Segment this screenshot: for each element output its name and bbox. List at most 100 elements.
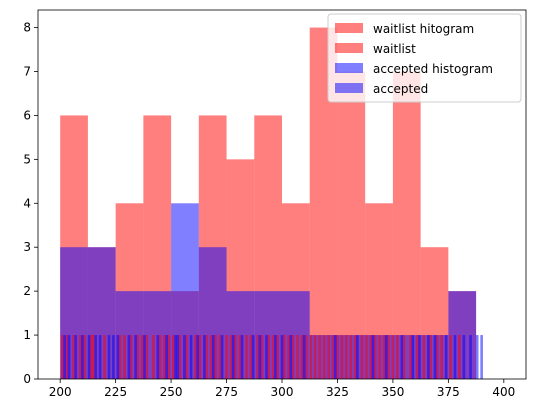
rug-mark-1-50 (336, 335, 339, 379)
legend-label-0: waitlist hitogram (373, 22, 474, 36)
rug-mark-1-49 (331, 335, 335, 379)
rug-mark-3-8 (112, 335, 115, 379)
rug-mark-1-8 (118, 335, 122, 379)
rug-mark-3-10 (127, 335, 131, 379)
rug-mark-3-30 (289, 335, 293, 379)
rug-mark-1-18 (171, 335, 175, 379)
rug-mark-1-9 (123, 335, 126, 379)
rug-mark-1-35 (267, 335, 271, 379)
rug-mark-1-41 (296, 335, 299, 379)
rug-mark-1-11 (136, 335, 140, 379)
rug-mark-3-24 (240, 335, 244, 379)
rug-mark-1-66 (415, 335, 419, 379)
hist-bar-0-10 (337, 71, 366, 379)
rug-mark-1-37 (276, 335, 279, 379)
rug-mark-1-27 (225, 335, 228, 379)
rug-mark-3-25 (251, 335, 255, 379)
legend-swatch-0 (335, 23, 363, 33)
legend-label-3: accepted (373, 82, 428, 96)
rug-mark-1-72 (458, 335, 461, 379)
rug-mark-1-69 (435, 335, 439, 379)
rug-mark-1-68 (429, 335, 432, 379)
y-tick-label-3: 3 (23, 240, 31, 254)
rug-mark-1-64 (402, 335, 406, 379)
rug-mark-3-33 (356, 335, 359, 379)
rug-mark-1-22 (198, 335, 202, 379)
rug-mark-1-29 (234, 335, 237, 379)
rug-mark-3-16 (176, 335, 180, 379)
legend-swatch-3 (335, 83, 363, 93)
rug-mark-1-70 (440, 335, 444, 379)
rug-mark-3-32 (333, 335, 337, 379)
rug-mark-3-20 (203, 335, 206, 379)
rug-mark-3-46 (480, 335, 483, 379)
x-tick-label-1: 225 (104, 385, 127, 399)
rug-mark-1-33 (256, 335, 259, 379)
rug-mark-3-6 (98, 335, 102, 379)
rug-mark-3-43 (462, 335, 466, 379)
rug-mark-1-28 (229, 335, 233, 379)
rug-mark-3-31 (302, 335, 306, 379)
rug-mark-3-0 (63, 335, 66, 379)
rug-mark-1-3 (78, 335, 82, 379)
rug-mark-3-21 (211, 335, 215, 379)
rug-mark-1-42 (300, 335, 304, 379)
rug-mark-3-5 (94, 335, 98, 379)
y-tick-label-2: 2 (23, 284, 31, 298)
rug-mark-3-4 (87, 335, 91, 379)
rug-mark-3-23 (231, 335, 235, 379)
rug-mark-1-30 (238, 335, 242, 379)
rug-mark-1-0 (61, 335, 64, 379)
legend-swatch-1 (335, 43, 363, 53)
rug-mark-1-12 (140, 335, 144, 379)
x-tick-label-2: 250 (160, 385, 183, 399)
rug-mark-1-52 (344, 335, 348, 379)
y-tick-label-8: 8 (23, 21, 31, 35)
rug-mark-1-47 (322, 335, 326, 379)
rug-mark-1-16 (163, 335, 166, 379)
rug-mark-1-19 (178, 335, 182, 379)
rug-mark-1-17 (167, 335, 171, 379)
hist-bar-2-14 (448, 291, 477, 379)
rug-mark-3-42 (453, 335, 457, 379)
y-tick-label-1: 1 (23, 328, 31, 342)
rug-mark-1-25 (214, 335, 217, 379)
rug-mark-1-31 (245, 335, 248, 379)
y-tick-label-0: 0 (23, 372, 31, 386)
rug-mark-3-17 (183, 335, 186, 379)
rug-mark-3-44 (469, 335, 472, 379)
rug-mark-1-44 (309, 335, 313, 379)
rug-mark-1-21 (194, 335, 197, 379)
rug-mark-3-26 (258, 335, 262, 379)
x-tick-label-3: 275 (215, 385, 238, 399)
rug-mark-1-71 (449, 335, 452, 379)
rug-mark-1-63 (396, 335, 399, 379)
rug-mark-3-34 (371, 335, 375, 379)
rug-mark-3-28 (274, 335, 277, 379)
rug-mark-1-45 (313, 335, 317, 379)
rug-mark-1-48 (327, 335, 330, 379)
x-tick-label-8: 400 (492, 385, 515, 399)
rug-mark-1-51 (340, 335, 344, 379)
rug-mark-1-5 (89, 335, 93, 379)
rug-mark-1-40 (291, 335, 295, 379)
rug-mark-1-53 (349, 335, 353, 379)
x-tick-label-7: 375 (437, 385, 460, 399)
rug-mark-1-32 (249, 335, 253, 379)
legend-box (327, 13, 522, 103)
rug-mark-1-23 (205, 335, 208, 379)
rug-mark-1-65 (409, 335, 412, 379)
rug-mark-3-18 (189, 335, 193, 379)
rug-mark-3-39 (427, 335, 430, 379)
rug-mark-1-56 (364, 335, 368, 379)
rug-mark-3-40 (433, 335, 437, 379)
rug-mark-3-36 (400, 335, 404, 379)
x-tick-label-4: 300 (271, 385, 294, 399)
rug-mark-3-35 (384, 335, 388, 379)
rug-mark-3-7 (107, 335, 111, 379)
legend-label-1: waitlist (373, 42, 416, 56)
rug-mark-1-15 (158, 335, 162, 379)
rug-mark-1-36 (271, 335, 275, 379)
rug-mark-1-26 (218, 335, 222, 379)
rug-mark-1-54 (353, 335, 357, 379)
